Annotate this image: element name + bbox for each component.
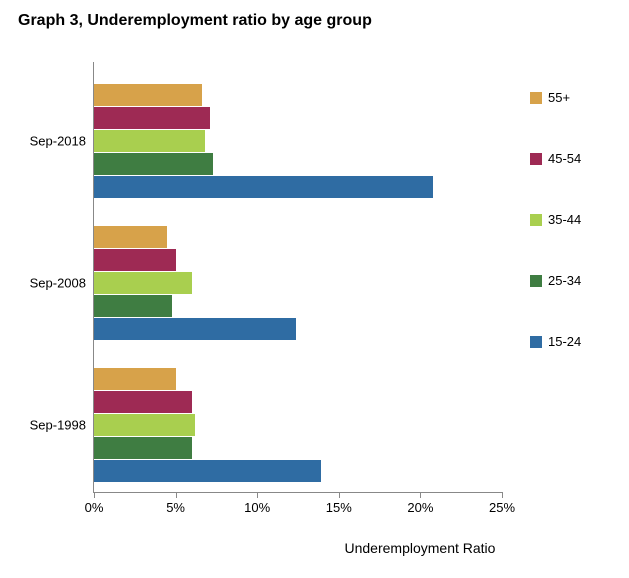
- bar-Sep-2018-45-54: [94, 107, 210, 129]
- legend-label: 45-54: [548, 151, 581, 166]
- bar-Sep-1998-45-54: [94, 391, 192, 413]
- bar-Sep-2018-55+: [94, 84, 202, 106]
- plot-area: 0%5%10%15%20%25%Sep-2018Sep-2008Sep-1998: [93, 62, 502, 493]
- legend-swatch: [530, 92, 542, 104]
- x-tick-label: 20%: [407, 492, 433, 515]
- legend-swatch: [530, 275, 542, 287]
- legend-item-25-34: 25-34: [530, 273, 581, 288]
- bar-Sep-2018-35-44: [94, 130, 205, 152]
- y-category-label: Sep-2008: [30, 276, 94, 291]
- x-tick-label: 0%: [85, 492, 104, 515]
- legend-swatch: [530, 214, 542, 226]
- bar-Sep-2018-25-34: [94, 153, 213, 175]
- y-category-label: Sep-1998: [30, 418, 94, 433]
- bar-Sep-1998-25-34: [94, 437, 192, 459]
- bar-Sep-2008-35-44: [94, 272, 192, 294]
- bar-Sep-1998-55+: [94, 368, 176, 390]
- legend-swatch: [530, 336, 542, 348]
- y-category-label: Sep-2018: [30, 134, 94, 149]
- bar-Sep-2008-45-54: [94, 249, 176, 271]
- legend: 55+ 45-54 35-44 25-34 15-24: [530, 90, 581, 395]
- legend-label: 25-34: [548, 273, 581, 288]
- legend-label: 55+: [548, 90, 570, 105]
- x-axis-title: Underemployment Ratio: [345, 540, 496, 556]
- legend-swatch: [530, 153, 542, 165]
- bar-Sep-2008-55+: [94, 226, 167, 248]
- bar-Sep-2008-15-24: [94, 318, 296, 340]
- x-tick-label: 25%: [489, 492, 515, 515]
- legend-item-35-44: 35-44: [530, 212, 581, 227]
- bar-Sep-1998-15-24: [94, 460, 321, 482]
- bar-Sep-2008-25-34: [94, 295, 172, 317]
- legend-label: 15-24: [548, 334, 581, 349]
- x-tick-label: 5%: [166, 492, 185, 515]
- x-tick-label: 15%: [326, 492, 352, 515]
- legend-item-15-24: 15-24: [530, 334, 581, 349]
- chart-title: Graph 3, Underemployment ratio by age gr…: [18, 12, 611, 30]
- x-tick-label: 10%: [244, 492, 270, 515]
- bar-Sep-2018-15-24: [94, 176, 433, 198]
- legend-item-45-54: 45-54: [530, 151, 581, 166]
- legend-item-55+: 55+: [530, 90, 581, 105]
- bar-Sep-1998-35-44: [94, 414, 195, 436]
- legend-label: 35-44: [548, 212, 581, 227]
